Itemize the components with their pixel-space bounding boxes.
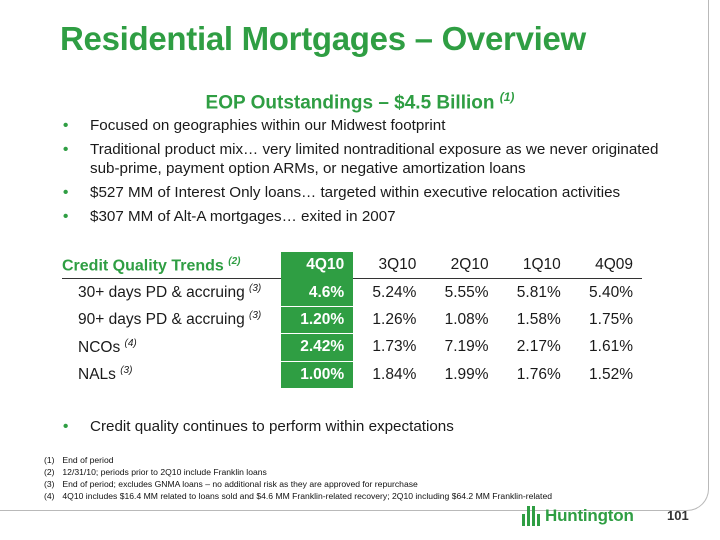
bullet-dot-icon: •: [63, 208, 69, 225]
table-cell: 5.24%: [353, 278, 426, 307]
row-label: NALs (3): [62, 360, 281, 388]
table-cell: 1.76%: [497, 360, 570, 388]
table-title-text: Credit Quality Trends: [62, 256, 224, 274]
table-cell-highlight: 2.42%: [281, 333, 354, 362]
footnote-number: (3): [44, 479, 55, 489]
row-label-text: NCOs: [78, 338, 121, 356]
table-cell: 1.26%: [353, 305, 426, 334]
row-label-text: 90+ days PD & accruing: [78, 311, 245, 329]
footnote-number: (2): [44, 467, 55, 477]
bullet-list: • Focused on geographies within our Midwe…: [60, 116, 660, 231]
table-cell: 1.52%: [569, 360, 642, 388]
row-label-note: (4): [124, 337, 137, 349]
page-number: 101: [667, 508, 689, 523]
row-label: 90+ days PD & accruing (3): [62, 305, 281, 334]
subtitle-note: (1): [499, 90, 515, 104]
table-cell: 1.84%: [353, 360, 426, 388]
table-cell: 1.99%: [425, 360, 498, 388]
table-cell: 5.40%: [569, 278, 642, 307]
footnote: (1) End of period: [44, 454, 552, 466]
credit-quality-table: Credit Quality Trends (2) 4Q10 3Q10 2Q10…: [62, 252, 642, 388]
bullet-dot-icon: •: [63, 184, 69, 201]
row-label: 30+ days PD & accruing (3): [62, 278, 281, 307]
footnote: (2) 12/31/10; periods prior to 2Q10 incl…: [44, 466, 552, 478]
footnotes: (1) End of period (2) 12/31/10; periods …: [44, 454, 552, 502]
column-header-1q10: 1Q10: [497, 252, 570, 280]
table-cell-highlight: 4.6%: [281, 278, 354, 307]
bullet-text: Credit quality continues to perform with…: [90, 418, 454, 435]
footnote-number: (1): [44, 455, 55, 465]
row-label-note: (3): [249, 310, 262, 322]
footnote-text: 4Q10 includes $16.4 MM related to loans …: [62, 491, 553, 501]
column-header-2q10: 2Q10: [425, 252, 498, 280]
table-cell: 1.58%: [497, 305, 570, 334]
bullet-text: $527 MM of Interest Only loans… targeted…: [90, 184, 621, 201]
slide-title: Residential Mortgages – Overview: [60, 20, 586, 57]
table-header-row: Credit Quality Trends (2) 4Q10 3Q10 2Q10…: [62, 252, 642, 280]
column-header-4q10: 4Q10: [281, 252, 354, 280]
huntington-mark-icon: [522, 506, 540, 526]
table-title: Credit Quality Trends (2): [62, 252, 281, 280]
footnote: (3) End of period; excludes GNMA loans –…: [44, 478, 552, 490]
table-cell: 5.81%: [497, 278, 570, 307]
table-cell: 1.08%: [425, 305, 498, 334]
footnote-text: End of period: [62, 455, 114, 465]
subtitle-text: EOP Outstandings – $4.5 Billion: [205, 92, 495, 114]
footnote-number: (4): [44, 491, 55, 501]
column-header-3q10: 3Q10: [353, 252, 426, 280]
row-label-text: NALs: [78, 366, 116, 384]
row-label-note: (3): [120, 365, 133, 377]
column-header-4q09: 4Q09: [569, 252, 642, 280]
table-row: NCOs (4) 2.42% 1.73% 7.19% 2.17% 1.61%: [62, 333, 642, 362]
bullet-text: Focused on geographies within our Midwes…: [90, 117, 446, 134]
logo-text: Huntington: [545, 506, 634, 525]
bullet-item: • Credit quality continues to perform wit…: [60, 418, 454, 435]
row-label-text: 30+ days PD & accruing: [78, 284, 245, 302]
bullet-item: • $307 MM of Alt-A mortgages… exited in 2…: [60, 207, 660, 226]
row-label-note: (3): [249, 283, 262, 294]
row-label: NCOs (4): [62, 333, 281, 362]
table-cell: 5.55%: [425, 278, 498, 307]
bullet-dot-icon: •: [63, 418, 69, 435]
table-row: 90+ days PD & accruing (3) 1.20% 1.26% 1…: [62, 305, 642, 334]
bullet-item: • $527 MM of Interest Only loans… targete…: [60, 183, 660, 202]
bullet-dot-icon: •: [63, 141, 69, 158]
table-cell-highlight: 1.00%: [281, 360, 354, 388]
slide-frame: [0, 0, 709, 511]
table-cell: 2.17%: [497, 333, 570, 362]
bullet-item: • Focused on geographies within our Midwe…: [60, 116, 660, 135]
table-title-note: (2): [228, 255, 241, 267]
bullet-text: Traditional product mix… very limited no…: [90, 141, 659, 177]
table-row: 30+ days PD & accruing (3) 4.6% 5.24% 5.…: [62, 278, 642, 307]
huntington-logo: Huntington: [522, 506, 634, 526]
table-cell: 1.73%: [353, 333, 426, 362]
footnote-text: 12/31/10; periods prior to 2Q10 include …: [62, 467, 267, 477]
bullet-item: • Traditional product mix… very limited n…: [60, 140, 660, 178]
table-cell: 1.75%: [569, 305, 642, 334]
footnote: (4) 4Q10 includes $16.4 MM related to lo…: [44, 490, 552, 502]
table-cell: 7.19%: [425, 333, 498, 362]
slide-subtitle: EOP Outstandings – $4.5 Billion (1): [0, 90, 720, 114]
bullet-text: $307 MM of Alt-A mortgages… exited in 20…: [90, 208, 396, 225]
footnote-text: End of period; excludes GNMA loans – no …: [62, 479, 418, 489]
table-cell-highlight: 1.20%: [281, 305, 354, 334]
table-row: NALs (3) 1.00% 1.84% 1.99% 1.76% 1.52%: [62, 360, 642, 388]
table-cell: 1.61%: [569, 333, 642, 362]
bullet-dot-icon: •: [63, 117, 69, 134]
bottom-bullet-list: • Credit quality continues to perform wit…: [60, 418, 454, 435]
